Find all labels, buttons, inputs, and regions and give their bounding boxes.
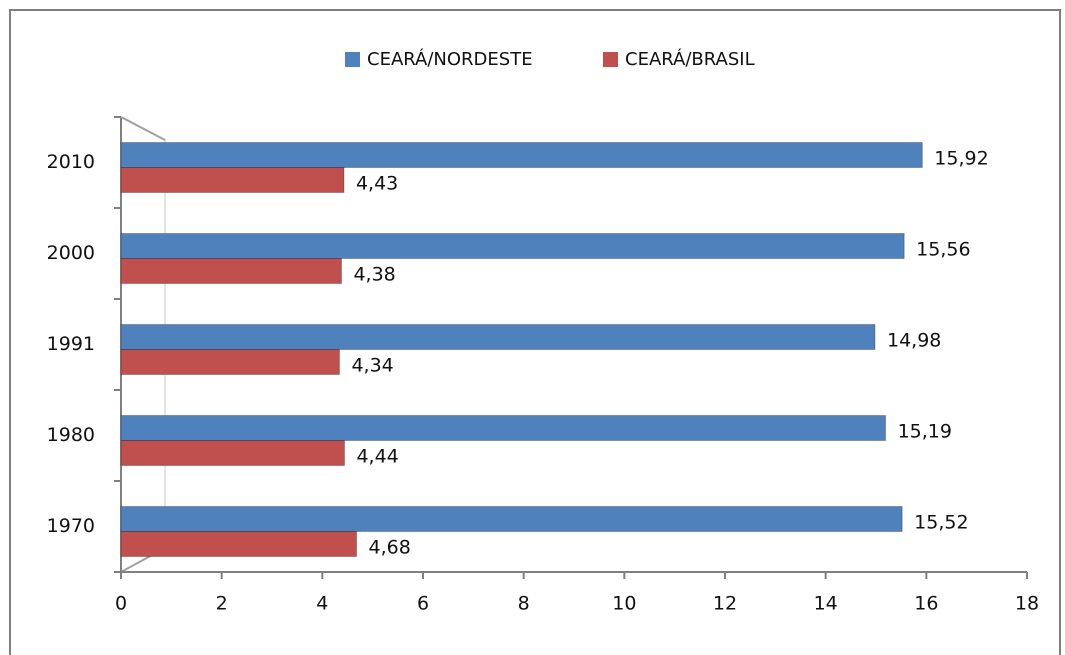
x-tick-label: 4 (316, 593, 328, 615)
legend-swatch (603, 52, 618, 67)
y-tick-label: 2010 (47, 151, 95, 173)
legend-swatch (345, 52, 360, 67)
y-tick-label: 1980 (47, 424, 95, 446)
value-label: 4,43 (356, 173, 398, 195)
value-label: 15,92 (934, 148, 988, 170)
value-label: 4,34 (351, 355, 393, 377)
legend-label: CEARÁ/BRASIL (625, 48, 755, 70)
wall-edge (120, 116, 166, 141)
bar (120, 233, 905, 259)
bar (120, 531, 358, 557)
x-tick-label: 8 (518, 593, 530, 615)
bar (120, 142, 923, 168)
bar (120, 324, 876, 350)
x-tick-label: 10 (612, 593, 636, 615)
x-tick-label: 14 (814, 593, 838, 615)
bar (120, 440, 345, 466)
bar (120, 349, 340, 375)
x-tick-label: 0 (115, 593, 127, 615)
value-label: 15,52 (914, 512, 968, 534)
value-label: 15,56 (916, 239, 970, 261)
legend-label: CEARÁ/NORDESTE (367, 48, 533, 70)
y-tick-label: 1991 (47, 333, 95, 355)
value-label: 15,19 (898, 421, 952, 443)
value-label: 4,68 (369, 537, 411, 559)
x-tick-label: 2 (216, 593, 228, 615)
value-label: 4,44 (356, 446, 398, 468)
value-label: 4,38 (353, 264, 395, 286)
value-label: 14,98 (887, 330, 941, 352)
x-tick-label: 18 (1015, 593, 1039, 615)
bar (120, 258, 342, 284)
bar (120, 506, 903, 532)
y-tick-label: 2000 (47, 242, 95, 264)
bar (120, 415, 887, 441)
x-tick-label: 12 (713, 593, 737, 615)
bar (120, 167, 345, 193)
x-tick-label: 6 (417, 593, 429, 615)
x-tick-label: 16 (914, 593, 938, 615)
frame (9, 9, 1061, 655)
y-tick-label: 1970 (47, 515, 95, 537)
